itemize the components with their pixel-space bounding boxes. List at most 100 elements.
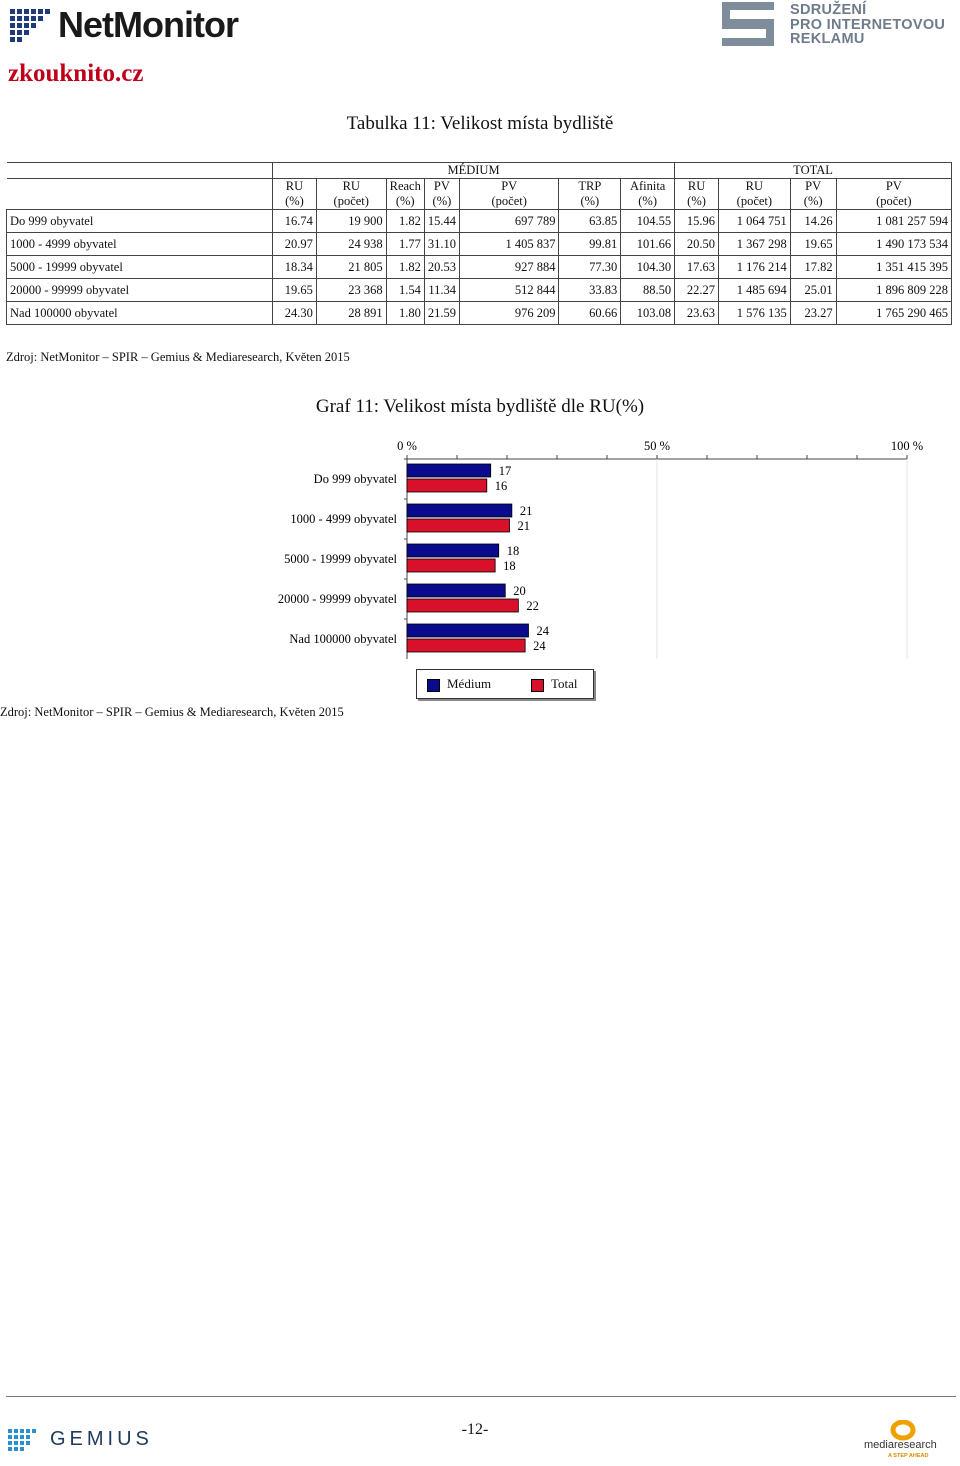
- table-corner: [6, 162, 273, 179]
- column-header: Reach (%): [385, 178, 425, 210]
- data-label: 17: [499, 464, 512, 478]
- table-cell: 24.30: [271, 301, 317, 325]
- table-cell: 1 576 135: [718, 301, 791, 325]
- table-cell: 19.65: [271, 278, 317, 302]
- bar-total: [406, 598, 519, 613]
- table-cell: 104.55: [620, 209, 676, 233]
- table-cell: 15.96: [674, 209, 719, 233]
- spir-logo-text: SDRUŽENÍ PRO INTERNETOVOU REKLAMU: [790, 2, 946, 47]
- mediaresearch-logo: [862, 1419, 942, 1462]
- data-label: 22: [526, 599, 539, 613]
- table-cell: 99.81: [558, 232, 622, 256]
- table-cell: 1.77: [385, 232, 425, 256]
- table-cell: 31.10: [423, 232, 460, 256]
- bar-medium: [406, 543, 500, 558]
- bar-chart: 0 % 50 % 100 % Do 999 obyvatel 1000 - 4999 …: [278, 439, 923, 659]
- table-cell: 22.27: [674, 278, 719, 302]
- table-cell: 20.97: [271, 232, 317, 256]
- table-cell: 103.08: [620, 301, 676, 325]
- table-cell: 15.44: [423, 209, 460, 233]
- chart-tick-labels: 0 % 50 % 100 %: [397, 439, 923, 453]
- data-label: 24: [537, 624, 550, 638]
- table-cell: 20.53: [423, 255, 460, 279]
- site-name: zkouknito.cz: [8, 60, 144, 87]
- category-label: 5000 - 19999 obyvatel: [284, 552, 397, 566]
- table-column-header-row: RU (%) RU (počet) Reach (%) PV (%) PV (počet)…: [6, 178, 953, 210]
- table-group-header-row: MÉDIUM TOTAL: [6, 162, 952, 179]
- table-cell: 11.34: [423, 278, 460, 302]
- bar-total: [406, 558, 496, 573]
- table-cell: 21.59: [423, 301, 460, 325]
- table-cell: 77.30: [558, 255, 622, 279]
- mediaresearch-tagline: A STEP AHEAD: [888, 1453, 929, 1459]
- row-label: Nad 100000 obyvatel: [6, 301, 273, 325]
- table-cell: 101.66: [620, 232, 676, 256]
- table-cell: 19 900: [315, 209, 387, 233]
- category-label: Do 999 obyvatel: [314, 472, 398, 486]
- column-header: RU (počet): [315, 178, 387, 210]
- bar-medium: [406, 623, 529, 638]
- column-header: RU (%): [674, 178, 719, 210]
- category-label: Nad 100000 obyvatel: [289, 632, 397, 646]
- table-body: Do 999 obyvatel 16.74 19 900 1.82 15.44 697 7…: [6, 209, 953, 325]
- column-header: Afinita (%): [620, 178, 676, 210]
- data-label: 18: [503, 559, 516, 573]
- table-header-blank: [6, 178, 273, 210]
- table-cell: 104.30: [620, 255, 676, 279]
- table-cell: 1.82: [385, 209, 425, 233]
- table-cell: 60.66: [558, 301, 622, 325]
- column-header: PV (počet): [835, 178, 953, 210]
- bar-medium: [406, 463, 492, 478]
- category-label: 20000 - 99999 obyvatel: [278, 592, 398, 606]
- spir-s-icon: [722, 2, 774, 46]
- table-cell: 88.50: [620, 278, 676, 302]
- data-label: 18: [507, 544, 520, 558]
- group-header-medium: MÉDIUM: [271, 162, 676, 179]
- table-cell: 21 805: [315, 255, 387, 279]
- bar-medium: [406, 503, 513, 518]
- table-cell: 1.82: [385, 255, 425, 279]
- row-label: 20000 - 99999 obyvatel: [6, 278, 273, 302]
- legend-swatch-medium: [427, 679, 440, 692]
- table-cell: 1 490 173 534: [835, 232, 953, 256]
- row-label: 1000 - 4999 obyvatel: [6, 232, 273, 256]
- table-cell: 20.50: [674, 232, 719, 256]
- bar-total: [406, 518, 510, 533]
- table-cell: 28 891: [315, 301, 387, 325]
- netmonitor-grid-icon: [10, 9, 50, 42]
- netmonitor-logo-text: NetMonitor: [58, 4, 239, 45]
- chart-category-labels: Do 999 obyvatel 1000 - 4999 obyvatel 5000 …: [278, 472, 398, 646]
- category-label: 1000 - 4999 obyvatel: [290, 512, 397, 526]
- chart-legend: Médium Total: [416, 669, 594, 699]
- table-row: 5000 - 19999 obyvatel 18.34 21 805 1.82 20.5…: [6, 255, 953, 279]
- table-cell: 1 765 290 465: [835, 301, 953, 325]
- legend-label-total: Total: [551, 676, 578, 691]
- page-number: -12-: [461, 1421, 489, 1438]
- chart-bars: [406, 463, 529, 653]
- column-header: RU (počet): [718, 178, 791, 210]
- table-cell: 1 351 415 395: [835, 255, 953, 279]
- column-header: PV (%): [789, 178, 837, 210]
- table-cell: 927 884: [458, 255, 560, 279]
- data-table: MÉDIUM TOTAL RU (%) RU (počet) Reach (%) PV…: [6, 162, 953, 325]
- table-row: Nad 100000 obyvatel 24.30 28 891 1.80 21.59 9…: [6, 301, 953, 325]
- data-label: 24: [533, 639, 546, 653]
- bar-medium: [406, 583, 506, 598]
- tick-label: 50 %: [644, 439, 670, 453]
- table-cell: 1 081 257 594: [835, 209, 953, 233]
- table-cell: 1.80: [385, 301, 425, 325]
- tick-label: 100 %: [891, 439, 923, 453]
- table-cell: 23.27: [789, 301, 837, 325]
- legend-swatch-total: [531, 679, 544, 692]
- tick-label: 0 %: [397, 439, 417, 453]
- table-cell: 19.65: [789, 232, 837, 256]
- table-cell: 512 844: [458, 278, 560, 302]
- legend-label-medium: Médium: [447, 676, 492, 691]
- table-cell: 18.34: [271, 255, 317, 279]
- data-label: 21: [520, 504, 533, 518]
- table-cell: 1 896 809 228: [835, 278, 953, 302]
- footer-divider: [6, 1396, 956, 1397]
- chart-source-note: Zdroj: NetMonitor – SPIR – Gemius & Medi…: [0, 705, 344, 719]
- table-cell: 1 064 751: [718, 209, 791, 233]
- table-title: Tabulka 11: Velikost místa bydliště: [346, 113, 614, 134]
